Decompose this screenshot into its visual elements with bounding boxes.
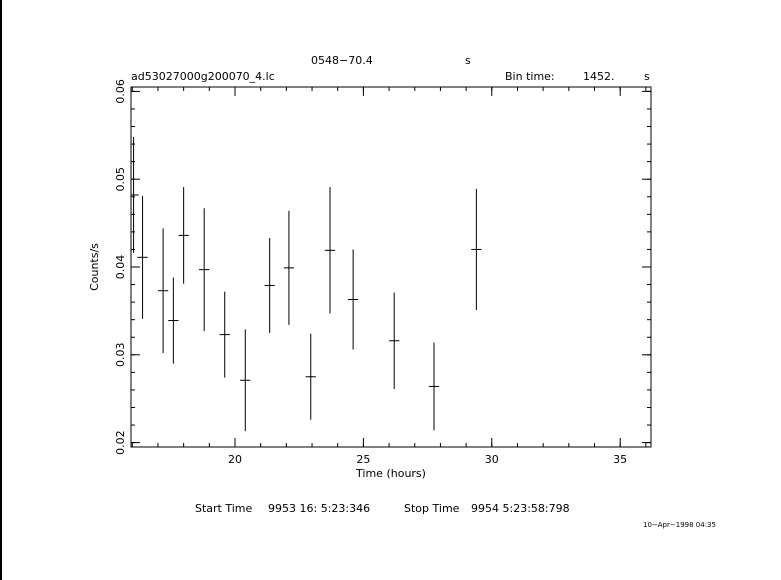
data-point <box>199 208 210 332</box>
stop-time-value: 9954 5:23:58:798 <box>471 502 570 515</box>
left-border <box>0 0 2 580</box>
bin-time-value: 1452. <box>583 70 615 83</box>
x-tick-label: 30 <box>485 453 499 466</box>
x-tick-label: 25 <box>356 453 370 466</box>
y-axis-label: Counts/s <box>88 243 101 291</box>
data-points <box>131 137 482 432</box>
data-point <box>324 187 336 314</box>
data-point <box>178 187 189 284</box>
axis-ticks <box>131 87 651 447</box>
data-point <box>471 188 482 311</box>
data-point <box>131 137 139 253</box>
axis-tick-labels: 20 25 30 35 0.02 0.03 0.04 0.05 0.06 <box>114 79 627 466</box>
start-time-value: 9953 16: 5:23:346 <box>268 502 371 515</box>
y-tick-label: 0.03 <box>114 343 127 368</box>
x-axis-label: Time (hours) <box>355 467 426 480</box>
y-tick-label: 0.05 <box>114 167 127 192</box>
data-point <box>283 210 295 325</box>
data-point <box>264 238 275 333</box>
x-tick-label: 20 <box>228 453 242 466</box>
data-point <box>137 195 148 319</box>
data-point <box>240 329 251 432</box>
data-point <box>168 277 179 364</box>
data-point <box>347 249 359 350</box>
filename-label: ad53027000g200070_4.lc <box>131 70 275 83</box>
plot-frame <box>130 86 652 448</box>
source-unit: s <box>465 54 471 67</box>
data-point <box>389 292 400 390</box>
data-point <box>305 333 316 420</box>
y-tick-label: 0.02 <box>114 430 127 455</box>
bin-time-unit: s <box>644 70 650 83</box>
y-tick-label: 0.06 <box>114 79 127 104</box>
start-time-label: Start Time <box>195 502 253 515</box>
x-tick-label: 35 <box>613 453 627 466</box>
bin-time-label: Bin time: <box>505 70 555 83</box>
date-stamp: 10−Apr−1998 04:35 <box>643 521 716 529</box>
data-point <box>428 342 440 431</box>
data-point <box>219 291 230 378</box>
source-title: 0548−70.4 <box>311 54 373 67</box>
data-point <box>157 228 169 354</box>
y-tick-label: 0.04 <box>114 255 127 280</box>
stop-time-label: Stop Time <box>404 502 460 515</box>
